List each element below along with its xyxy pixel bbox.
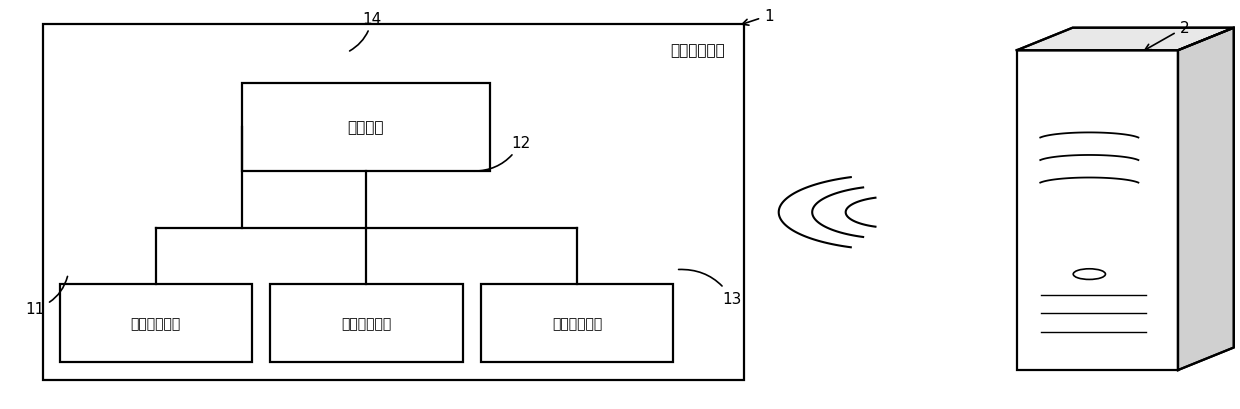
Bar (43, 25, 744, 380)
Text: 2: 2 (1145, 21, 1189, 51)
Text: 滤芯检测装置: 滤芯检测装置 (671, 43, 725, 58)
Polygon shape (1017, 29, 1234, 51)
Text: 14: 14 (350, 11, 382, 52)
Circle shape (1074, 269, 1105, 280)
Bar (242, 84, 490, 172)
Text: 流量检测模块: 流量检测模块 (130, 316, 181, 330)
Text: 控制模块: 控制模块 (347, 120, 384, 135)
Text: 温度传感模块: 温度传感模块 (341, 316, 392, 330)
Bar (481, 284, 673, 362)
Text: 1: 1 (743, 9, 774, 26)
Text: 压力传感模块: 压力传感模块 (552, 316, 603, 330)
Bar (270, 284, 463, 362)
Bar (60, 284, 252, 362)
Text: 11: 11 (25, 277, 67, 316)
Text: 13: 13 (678, 270, 742, 306)
Bar (1017, 51, 1178, 370)
Polygon shape (1178, 29, 1234, 370)
Text: 12: 12 (474, 136, 531, 172)
